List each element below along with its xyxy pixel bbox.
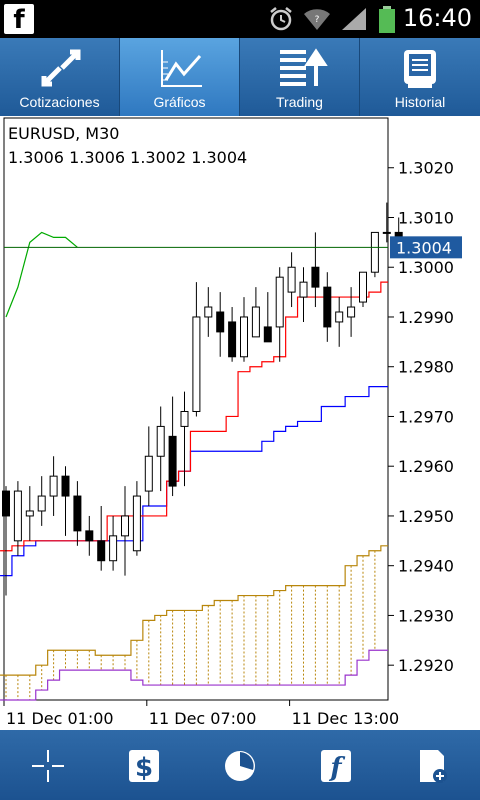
candle-body — [263, 326, 272, 343]
facebook-icon: f — [4, 4, 34, 35]
history-journal-icon — [404, 50, 436, 88]
candle-body — [347, 306, 356, 318]
candle-body — [73, 495, 82, 532]
senkou-span-a-line — [0, 545, 388, 676]
y-tick-label: 1.2990 — [398, 308, 454, 327]
candle-body — [251, 306, 260, 338]
candle-body — [287, 266, 296, 293]
tenkan-line — [0, 281, 388, 552]
candle-body — [109, 535, 118, 562]
x-tick-label: 11 Dec 01:00 — [6, 709, 114, 728]
indicators-button[interactable]: f — [288, 730, 384, 800]
candle-body — [192, 316, 201, 412]
candle-body — [97, 540, 106, 562]
status-time: 16:40 — [402, 4, 472, 32]
templates-button[interactable] — [384, 730, 480, 800]
candle-body — [382, 231, 391, 234]
chart-line-icon — [161, 50, 202, 87]
candle-body — [156, 425, 165, 457]
tab-label: Cotizaciones — [19, 94, 100, 110]
candle-body — [13, 490, 22, 542]
trading-list-icon — [280, 48, 328, 86]
candle-body — [335, 311, 344, 323]
y-tick-label: 1.2920 — [398, 656, 454, 675]
y-tick-label: 1.3020 — [398, 159, 454, 178]
battery-icon — [379, 6, 395, 33]
tab-label: Gráficos — [153, 94, 206, 110]
crosshair-button[interactable] — [0, 730, 96, 800]
candle-body — [144, 455, 153, 492]
y-tick-label: 1.3000 — [398, 258, 454, 277]
candle-body — [370, 231, 379, 273]
candle-body — [168, 435, 177, 487]
candle-body — [359, 271, 367, 303]
candle-body — [49, 475, 58, 497]
candle-body — [85, 530, 94, 542]
current-price-label: 1.3004 — [396, 238, 452, 257]
candle-body — [275, 276, 284, 328]
y-tick-label: 1.2970 — [398, 407, 454, 426]
candle-body — [311, 266, 320, 288]
tab-trading[interactable]: Trading — [240, 38, 360, 116]
period-clock-icon — [225, 751, 255, 781]
crosshair-icon — [32, 750, 64, 782]
tab-historial[interactable]: Historial — [360, 38, 480, 116]
candle-body — [25, 510, 34, 517]
candle-body — [299, 281, 308, 298]
candle-body — [204, 306, 213, 318]
y-tick-label: 1.2960 — [398, 457, 454, 476]
dollar-order-icon: $ — [129, 750, 159, 783]
current-price-label-bg — [390, 236, 462, 259]
price-chart[interactable]: 1.3020 1.3010 1.3000 1.2990 1.2980 1.2970 1.29… — [0, 116, 480, 730]
candle-body — [240, 316, 248, 358]
y-tick-label: 1.2980 — [398, 358, 454, 377]
candle-body — [180, 410, 189, 427]
y-tick-label: 1.2930 — [398, 606, 454, 625]
quotes-arrows-icon — [41, 49, 81, 87]
wifi-icon: ? — [304, 9, 330, 31]
tab-label: Trading — [276, 94, 323, 110]
indicators-f-icon: f — [321, 750, 351, 783]
chart-ohlc-label: 1.3006 1.3006 1.3002 1.3004 — [8, 148, 248, 167]
svg-text:$: $ — [135, 753, 153, 783]
signal-icon — [342, 8, 366, 30]
tab-cotizaciones[interactable]: Cotizaciones — [0, 38, 120, 116]
alarm-icon — [270, 7, 292, 31]
candle-body — [228, 321, 237, 358]
chart-symbol-label: EURUSD, M30 — [8, 124, 120, 143]
svg-text:f: f — [328, 753, 345, 783]
y-tick-label: 1.3010 — [398, 208, 454, 227]
y-tick-label: 1.2950 — [398, 507, 454, 526]
y-tick-label: 1.2940 — [398, 557, 454, 576]
candle-body — [37, 495, 46, 512]
svg-text:?: ? — [315, 15, 320, 25]
candle-body — [132, 495, 141, 552]
tab-label: Historial — [394, 94, 446, 110]
period-button[interactable] — [192, 730, 288, 800]
x-tick-label: 11 Dec 13:00 — [292, 709, 400, 728]
status-bar: f ? 16:40 — [0, 0, 480, 38]
senkou-span-b-line — [0, 649, 388, 701]
template-add-icon — [420, 750, 447, 783]
candle-body — [2, 490, 10, 517]
x-tick-label: 11 Dec 07:00 — [149, 709, 257, 728]
top-tab-bar: Cotizaciones Gráficos Trading Historial — [0, 38, 480, 116]
bottom-toolbar: $ f — [0, 730, 480, 800]
chikou-line — [5, 231, 78, 318]
new-order-button[interactable]: $ — [96, 730, 192, 800]
candle-body — [323, 286, 332, 328]
candle-body — [121, 515, 129, 537]
candle-body — [216, 311, 225, 333]
tab-graficos[interactable]: Gráficos — [120, 38, 240, 116]
candle-body — [61, 475, 70, 497]
